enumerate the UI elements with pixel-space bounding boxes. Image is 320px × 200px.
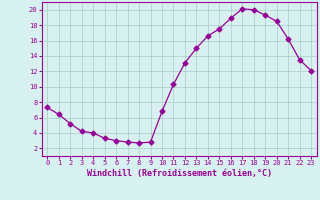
X-axis label: Windchill (Refroidissement éolien,°C): Windchill (Refroidissement éolien,°C) <box>87 169 272 178</box>
